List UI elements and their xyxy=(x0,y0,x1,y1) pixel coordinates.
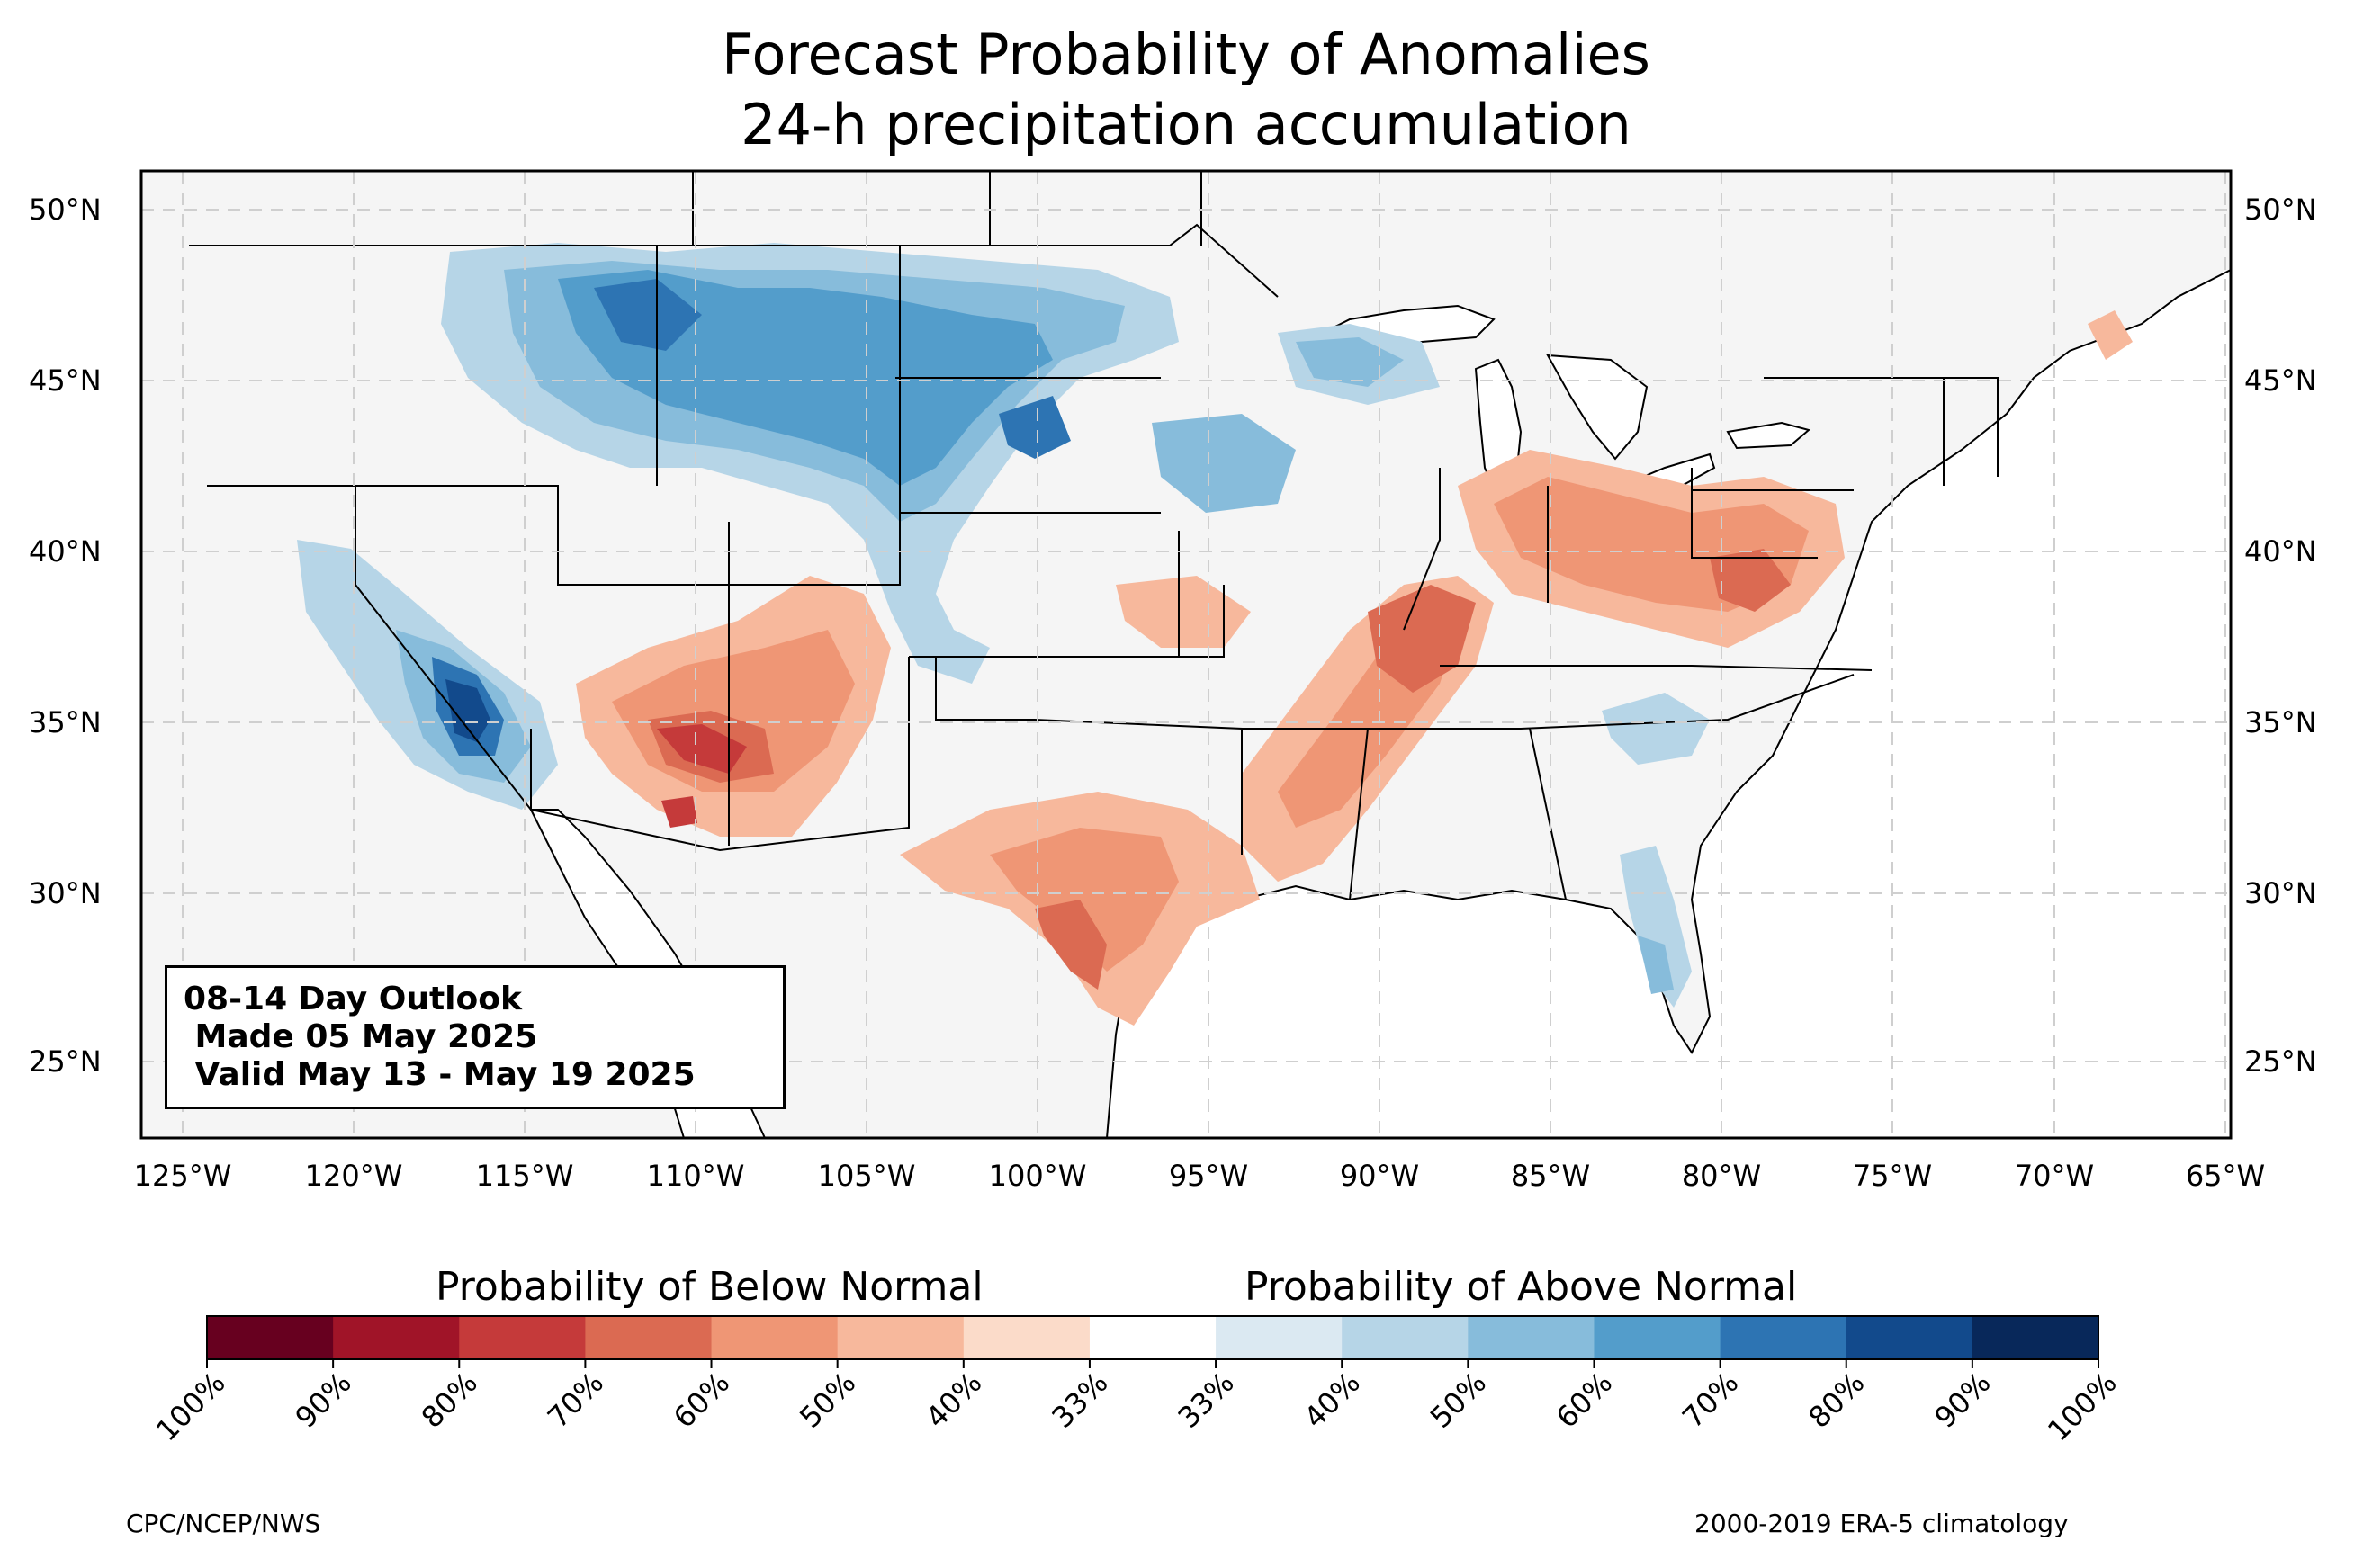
lat-label-40: 40°N xyxy=(29,534,102,569)
outlook-made-date: Made 05 May 2025 xyxy=(184,1018,538,1056)
colorbar-tick-label: 70% xyxy=(1676,1366,1745,1435)
lat-label-40-right: 40°N xyxy=(2244,534,2317,569)
lat-label-30: 30°N xyxy=(29,876,102,910)
lon-label-125: 125°W xyxy=(134,1159,232,1193)
lon-label-90: 90°W xyxy=(1340,1159,1419,1193)
graticule xyxy=(141,171,2231,1138)
colorbar-above-normal-label: Probability of Above Normal xyxy=(1244,1264,1798,1310)
colorbar-swatch xyxy=(837,1316,965,1359)
map-title-line2: 24-h precipitation accumulation xyxy=(741,92,1631,157)
lat-label-25: 25°N xyxy=(29,1044,102,1079)
colorbar-tick-label: 80% xyxy=(415,1366,484,1435)
outlook-valid-range: Valid May 13 - May 19 2025 xyxy=(184,1056,696,1094)
lat-label-35: 35°N xyxy=(29,705,102,739)
colorbar-swatch xyxy=(333,1316,460,1359)
colorbar-tick-label: 90% xyxy=(289,1366,358,1435)
colorbar-tick-label: 50% xyxy=(793,1366,862,1435)
above-normal-anomalies xyxy=(297,243,1710,1008)
lon-label-100: 100°W xyxy=(989,1159,1087,1193)
lon-label-65: 65°W xyxy=(2186,1159,2265,1193)
colorbar-swatch xyxy=(963,1316,1091,1359)
colorbar-swatch xyxy=(1594,1316,1721,1359)
longitude-labels: 125°W 120°W 115°W 110°W 105°W 100°W 95°W… xyxy=(134,1159,2266,1193)
lat-label-45-right: 45°N xyxy=(2244,363,2317,398)
colorbar-tick-label: 40% xyxy=(1298,1366,1367,1435)
colorbar-swatch xyxy=(1720,1316,1847,1359)
colorbar-tick-label: 60% xyxy=(667,1366,736,1435)
lat-label-35-right: 35°N xyxy=(2244,705,2317,739)
colorbar-tick-label: 100% xyxy=(2041,1366,2124,1448)
colorbar-tick-label: 33% xyxy=(1172,1366,1241,1435)
lake-ontario xyxy=(1726,421,1811,450)
lat-label-25-right: 25°N xyxy=(2244,1044,2317,1079)
colorbar-frame xyxy=(206,1315,2099,1360)
colorbar-tick-label: 60% xyxy=(1550,1366,1619,1435)
outlook-period: 08-14 Day Outlook xyxy=(184,981,522,1017)
political-boundaries xyxy=(189,171,1999,900)
lon-label-70: 70°W xyxy=(2015,1159,2094,1193)
colorbar-tick-label: 50% xyxy=(1424,1366,1493,1435)
colorbar-swatch xyxy=(711,1316,839,1359)
colorbar-swatch xyxy=(207,1316,334,1359)
outlook-info-box: 08-14 Day Outlook Made 05 May 2025 Valid… xyxy=(165,965,786,1109)
below-normal-anomalies xyxy=(576,310,2133,1026)
lon-label-115: 115°W xyxy=(476,1159,574,1193)
colorbar-swatch xyxy=(1972,1316,2099,1359)
lon-label-80: 80°W xyxy=(1682,1159,1761,1193)
colorbar-tick-label: 80% xyxy=(1801,1366,1871,1435)
colorbar-tick-label: 100% xyxy=(149,1366,232,1448)
lat-label-30-right: 30°N xyxy=(2244,876,2317,910)
footer-climatology: 2000-2019 ERA-5 climatology xyxy=(1694,1509,2069,1538)
colorbar-below-normal-label: Probability of Below Normal xyxy=(436,1264,984,1310)
lat-label-50-right: 50°N xyxy=(2244,193,2317,227)
lon-label-120: 120°W xyxy=(305,1159,403,1193)
map-frame xyxy=(139,169,2233,1140)
lon-label-75: 75°W xyxy=(1853,1159,1932,1193)
colorbar-tick-label: 90% xyxy=(1927,1366,1997,1435)
lon-label-85: 85°W xyxy=(1511,1159,1590,1193)
footer-source: CPC/NCEP/NWS xyxy=(126,1509,321,1538)
map-title-line1: Forecast Probability of Anomalies xyxy=(722,22,1650,87)
colorbar-swatch xyxy=(1468,1316,1595,1359)
lon-label-105: 105°W xyxy=(818,1159,916,1193)
probability-colorbar: 100% 90% 80% 70% 60% 50% 40% 33% 33% 40% 50% 60% 70%… xyxy=(149,1315,2124,1448)
colorbar-swatch xyxy=(1342,1316,1469,1359)
colorbar-swatch xyxy=(1846,1316,1973,1359)
colorbar-swatch xyxy=(585,1316,713,1359)
lat-label-50: 50°N xyxy=(29,193,102,227)
colorbar-tick-label: 40% xyxy=(919,1366,988,1435)
colorbar-tick-label: 70% xyxy=(541,1366,610,1435)
colorbar-swatch xyxy=(459,1316,586,1359)
colorbar-tick-label: 33% xyxy=(1045,1366,1114,1435)
colorbar-swatch xyxy=(1216,1316,1343,1359)
lat-label-45: 45°N xyxy=(29,363,102,398)
lon-label-95: 95°W xyxy=(1169,1159,1248,1193)
colorbar-swatch xyxy=(1089,1316,1217,1359)
latitude-labels-left: 50°N 45°N 40°N 35°N 30°N 25°N xyxy=(29,193,102,1079)
lon-label-110: 110°W xyxy=(647,1159,745,1193)
latitude-labels-right: 50°N 45°N 40°N 35°N 30°N 25°N xyxy=(2244,193,2317,1079)
